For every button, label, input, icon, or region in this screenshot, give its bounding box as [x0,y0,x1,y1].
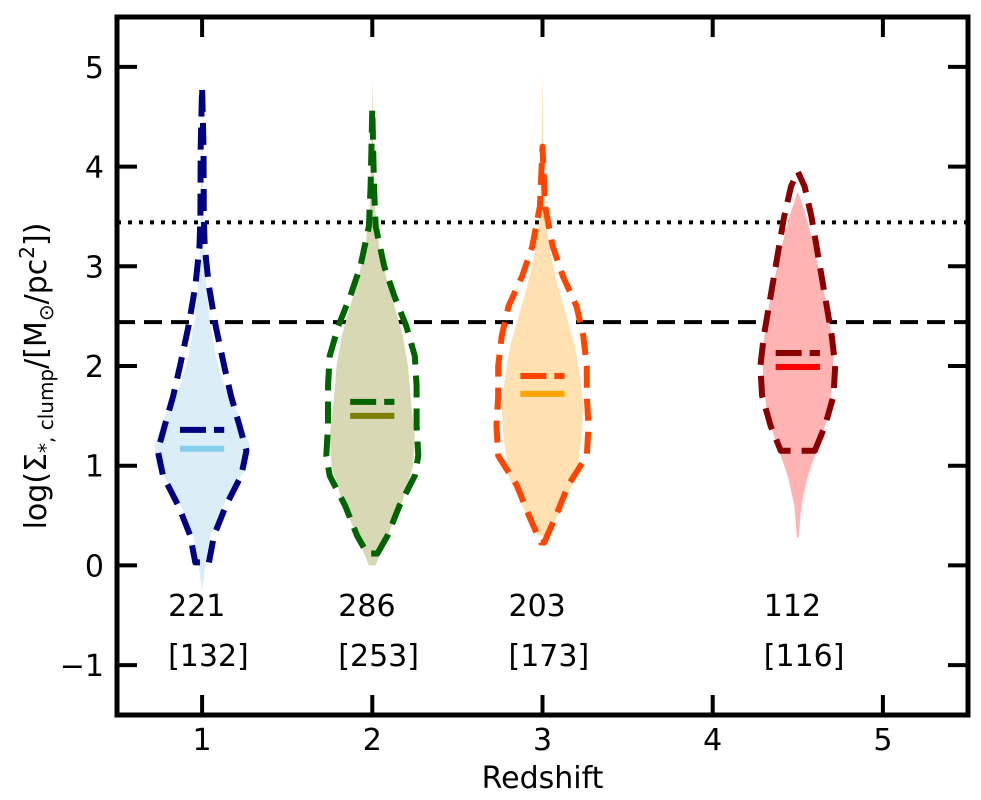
y-axis-title: log(Σ*, clump/[M⊙/pc2]) [15,223,58,530]
count-label-3: 203 [509,589,566,624]
y-tick-label: 0 [85,549,104,584]
count-bracket-label-3: [173] [509,639,590,674]
y-axis-title-prefix: log(Σ [19,453,54,529]
y-axis-title-mid: /[M [19,321,54,369]
y-axis-title-sun: ⊙ [34,304,58,321]
violin-dashed-3 [493,143,592,546]
x-tick-label: 3 [533,723,552,758]
y-tick-label: 5 [85,51,104,86]
violin-dashed-4 [757,168,839,454]
x-axis-title: Redshift [482,761,604,796]
count-bracket-label-1: [132] [168,639,249,674]
violin-dashed-2 [323,105,422,557]
violin-filled-1 [154,106,250,591]
violins [154,71,839,591]
count-bracket-label-4: [116] [764,639,845,674]
count-label-1: 221 [168,589,225,624]
y-axis-title-mid2: /pc [19,259,54,305]
x-tick-label: 2 [363,723,382,758]
count-label-4: 112 [764,589,821,624]
y-tick-label: 2 [85,350,104,385]
y-tick-label: 4 [85,151,104,186]
count-label-2: 286 [338,589,395,624]
x-tick-label: 4 [703,723,722,758]
y-tick-label: 3 [85,250,104,285]
y-tick-label: 1 [85,450,104,485]
x-tick-label: 1 [193,723,212,758]
y-tick-label: −1 [60,649,104,684]
violin-dashed-1 [154,83,250,566]
y-axis-title-sup: 2 [15,246,39,259]
count-labels: 221 [132] 286 [253] 203 [173] 112 [116] [168,589,844,674]
y-axis-title-suffix: ]) [19,223,54,246]
x-tick-label: 5 [873,723,892,758]
violin-filled-2 [329,76,415,566]
violin-filled-3 [501,71,584,536]
count-bracket-label-2: [253] [338,639,419,674]
axis-ticks: 1 2 3 4 5 −1 0 1 2 3 4 5 [60,17,968,758]
y-axis-title-sub: *, clump [34,369,58,453]
